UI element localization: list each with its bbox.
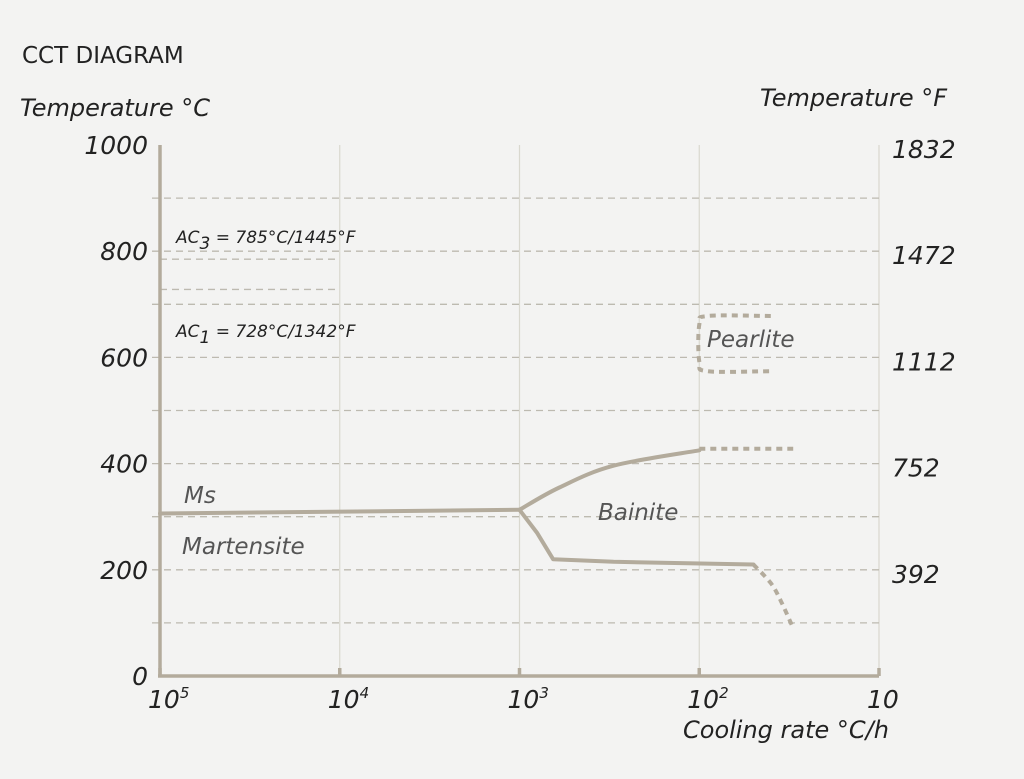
region-label-bainite: Bainite (598, 500, 678, 526)
region-label-pearlite: Pearlite (707, 327, 795, 353)
y-axis-label-celsius: Temperature °C (20, 94, 210, 122)
bainite-start-curve (517, 448, 702, 512)
x-tick-exponent: 5 (180, 684, 190, 702)
bainite-finish-extension-curve (751, 563, 796, 630)
y-tick-label-fahrenheit: 1832 (892, 135, 956, 164)
y-tick-label-celsius: 400 (100, 450, 148, 479)
bainite-finish-curve (517, 507, 756, 567)
y-tick-label-fahrenheit: 392 (892, 560, 940, 589)
y-tick-label-fahrenheit: 752 (892, 454, 940, 483)
x-tick-exponent: 3 (539, 684, 549, 702)
x-tick-label: 105 (148, 684, 189, 714)
ac1-subscript: 1 (200, 328, 211, 348)
ms-curve (158, 507, 522, 516)
ac1-label: AC (175, 322, 200, 342)
x-tick-base: 10 (328, 685, 360, 714)
ac3-subscript: 3 (200, 234, 211, 254)
ac3-label: AC (175, 228, 200, 248)
x-tick-base: 10 (148, 685, 180, 714)
x-tick-base: 10 (508, 685, 540, 714)
y-tick-label-celsius: 1000 (84, 131, 148, 160)
region-label-ms: Ms (184, 483, 216, 509)
grid (152, 145, 880, 676)
ac1-value: = 728°C/1342°F (210, 322, 355, 342)
x-axis-label: Cooling rate °C/h (683, 716, 889, 744)
curves (158, 313, 796, 630)
x-tick-label: 104 (328, 684, 369, 714)
x-tick-label: 103 (508, 684, 549, 714)
x-tick-base: 10 (687, 685, 719, 714)
x-tick-base: 10 (867, 685, 899, 714)
ac3-annotation: AC3 = 785°C/1445°F (175, 228, 356, 254)
x-tick-label: 10 (867, 685, 899, 714)
y-tick-label-celsius: 0 (132, 662, 148, 691)
y-tick-label-fahrenheit: 1472 (892, 241, 956, 270)
y-tick-label-celsius: 600 (100, 343, 148, 372)
y-axis-label-fahrenheit: Temperature °F (760, 84, 948, 112)
axes (158, 145, 881, 678)
y-tick-label-fahrenheit: 1112 (892, 347, 956, 376)
ac1-annotation: AC1 = 728°C/1342°F (175, 322, 356, 348)
chart-title: CCT DIAGRAM (22, 43, 184, 69)
y-tick-label-celsius: 800 (100, 237, 148, 266)
x-tick-exponent: 4 (360, 684, 370, 702)
ac3-value: = 785°C/1445°F (210, 228, 355, 248)
pearlite-curve (696, 313, 771, 374)
y-tick-label-celsius: 200 (100, 556, 148, 585)
region-label-martensite: Martensite (182, 534, 305, 560)
x-tick-exponent: 2 (719, 684, 729, 702)
x-tick-label: 102 (687, 684, 728, 714)
